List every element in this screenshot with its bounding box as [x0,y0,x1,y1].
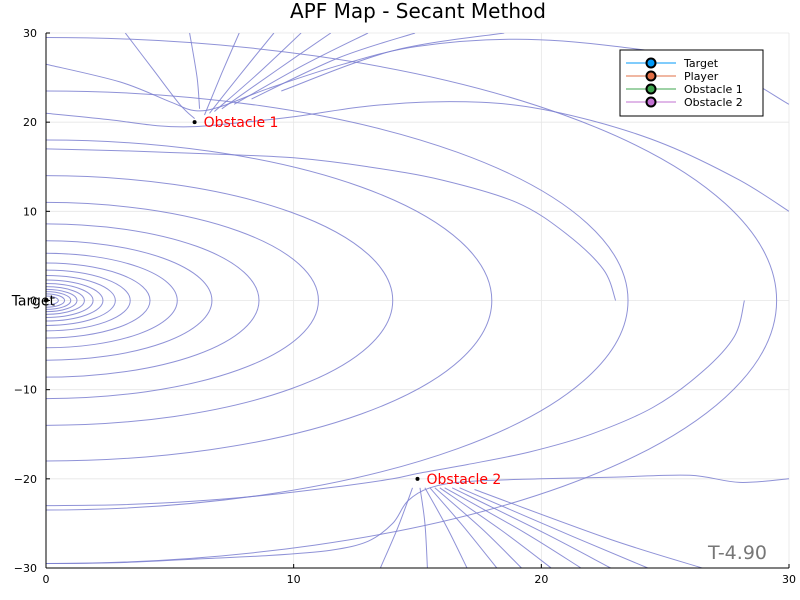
obstacle-2-contour [379,487,413,568]
goal-contour [46,262,151,339]
goal-contour [46,37,777,564]
goal-contour [46,175,394,426]
x-tick-label: 30 [782,573,796,586]
obstacle-1-contour [214,33,302,112]
axis-ticks: 0 10 20 30 −30 −20 −10 0 10 20 30 [14,27,796,586]
obstacle-1-contour [233,33,369,105]
goal-contour [46,223,260,378]
x-tick-label: 20 [534,573,548,586]
goal-contour [46,252,178,349]
goal-contour [46,201,319,400]
x-tick-label: 0 [43,573,50,586]
upper-contour [46,148,617,301]
obstacle-2-contour [434,487,522,568]
obstacle-2-contour [439,487,552,568]
obstacle-1-contour [124,33,195,119]
goal-contour [46,291,72,310]
goal-contour [46,269,131,332]
legend-label: Target [683,57,719,70]
legend-label: Obstacle 2 [684,96,743,109]
goal-contour [46,293,66,308]
annotation-target: Target [11,294,56,310]
legend-marker [645,83,657,95]
x-tick-label: 10 [287,573,301,586]
marker-obstacle-2 [415,476,420,481]
contour-lines [46,33,789,568]
goal-contour [46,240,213,361]
obstacle-1-contour [251,33,416,100]
marker-obstacle-1 [192,120,197,125]
goal-contour [46,283,94,318]
obstacle-1-contour [209,33,275,114]
obstacle-2-contour [419,487,428,568]
goal-contour [46,139,493,462]
grid [45,32,790,569]
obstacle-1-contour [281,33,505,92]
obstacle-2-contour [474,489,703,568]
goal-contour [46,286,85,315]
obstacle-1-contour [189,33,201,109]
obstacle-2-contour [424,487,468,568]
y-tick-label: −20 [14,473,37,486]
y-tick-label: −30 [14,562,37,575]
obstacle-2-contour [429,487,498,568]
legend-marker [645,70,657,82]
legend-marker [645,57,657,69]
y-tick-label: 20 [23,116,37,129]
goal-contour [46,279,104,322]
obstacle-2-contour [444,487,582,568]
obstacle-1-contour [221,33,332,110]
obstacle-2-contour [459,487,648,568]
goal-contour [46,288,78,313]
goal-contour [46,90,629,511]
chart-title: APF Map - Secant Method [290,0,546,23]
annotation-obstacle-2: Obstacle 2 [427,472,502,488]
obstacle-2-contour [451,487,611,568]
lower-contour [46,300,745,507]
y-tick-label: −10 [14,384,37,397]
time-stamp: T-4.90 [707,542,767,564]
y-tick-label: 0 [30,295,37,308]
y-tick-label: 10 [23,205,37,218]
annotation-obstacle-1: Obstacle 1 [204,115,279,131]
legend-label: Player [684,70,719,83]
legend-label: Obstacle 1 [684,83,743,96]
y-tick-label: 30 [23,27,37,40]
marker-target [44,298,48,303]
marker-points: Target Obstacle 1 Obstacle 2 [11,115,502,488]
legend-marker [645,96,657,108]
upper-contour [46,101,789,212]
obstacle-1-contour [204,33,240,116]
legend-box [619,49,764,117]
goal-contour [46,275,116,326]
